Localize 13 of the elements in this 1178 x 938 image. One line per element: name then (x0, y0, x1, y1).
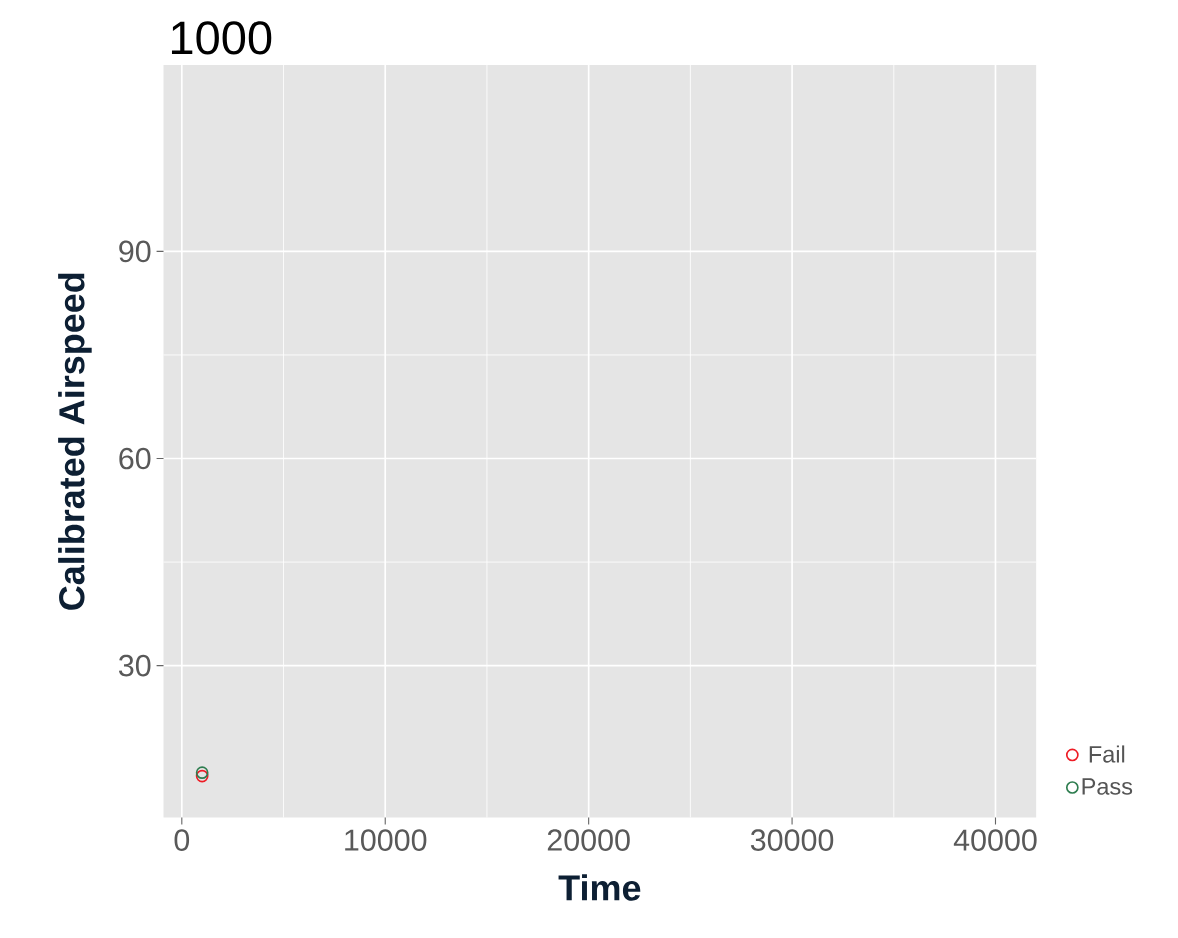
y-axis-title: Calibrated Airspeed (58, 273, 92, 610)
x-tick-label: 20000 (547, 829, 630, 852)
y-tick-label: 90 (119, 240, 151, 263)
y-tick-label: 30 (118, 654, 151, 677)
x-tick-label: 40000 (953, 829, 1037, 852)
x-tick-label: 10000 (345, 829, 427, 852)
chart-title: 1000 (171, 21, 272, 55)
x-tick-label: 30000 (750, 829, 834, 852)
x-tick-label: 0 (174, 829, 190, 852)
y-tick-label: 60 (119, 447, 151, 470)
legend-label: Fail (1089, 745, 1125, 763)
x-axis-title: Time (558, 874, 641, 901)
legend-label: Pass (1082, 778, 1133, 795)
